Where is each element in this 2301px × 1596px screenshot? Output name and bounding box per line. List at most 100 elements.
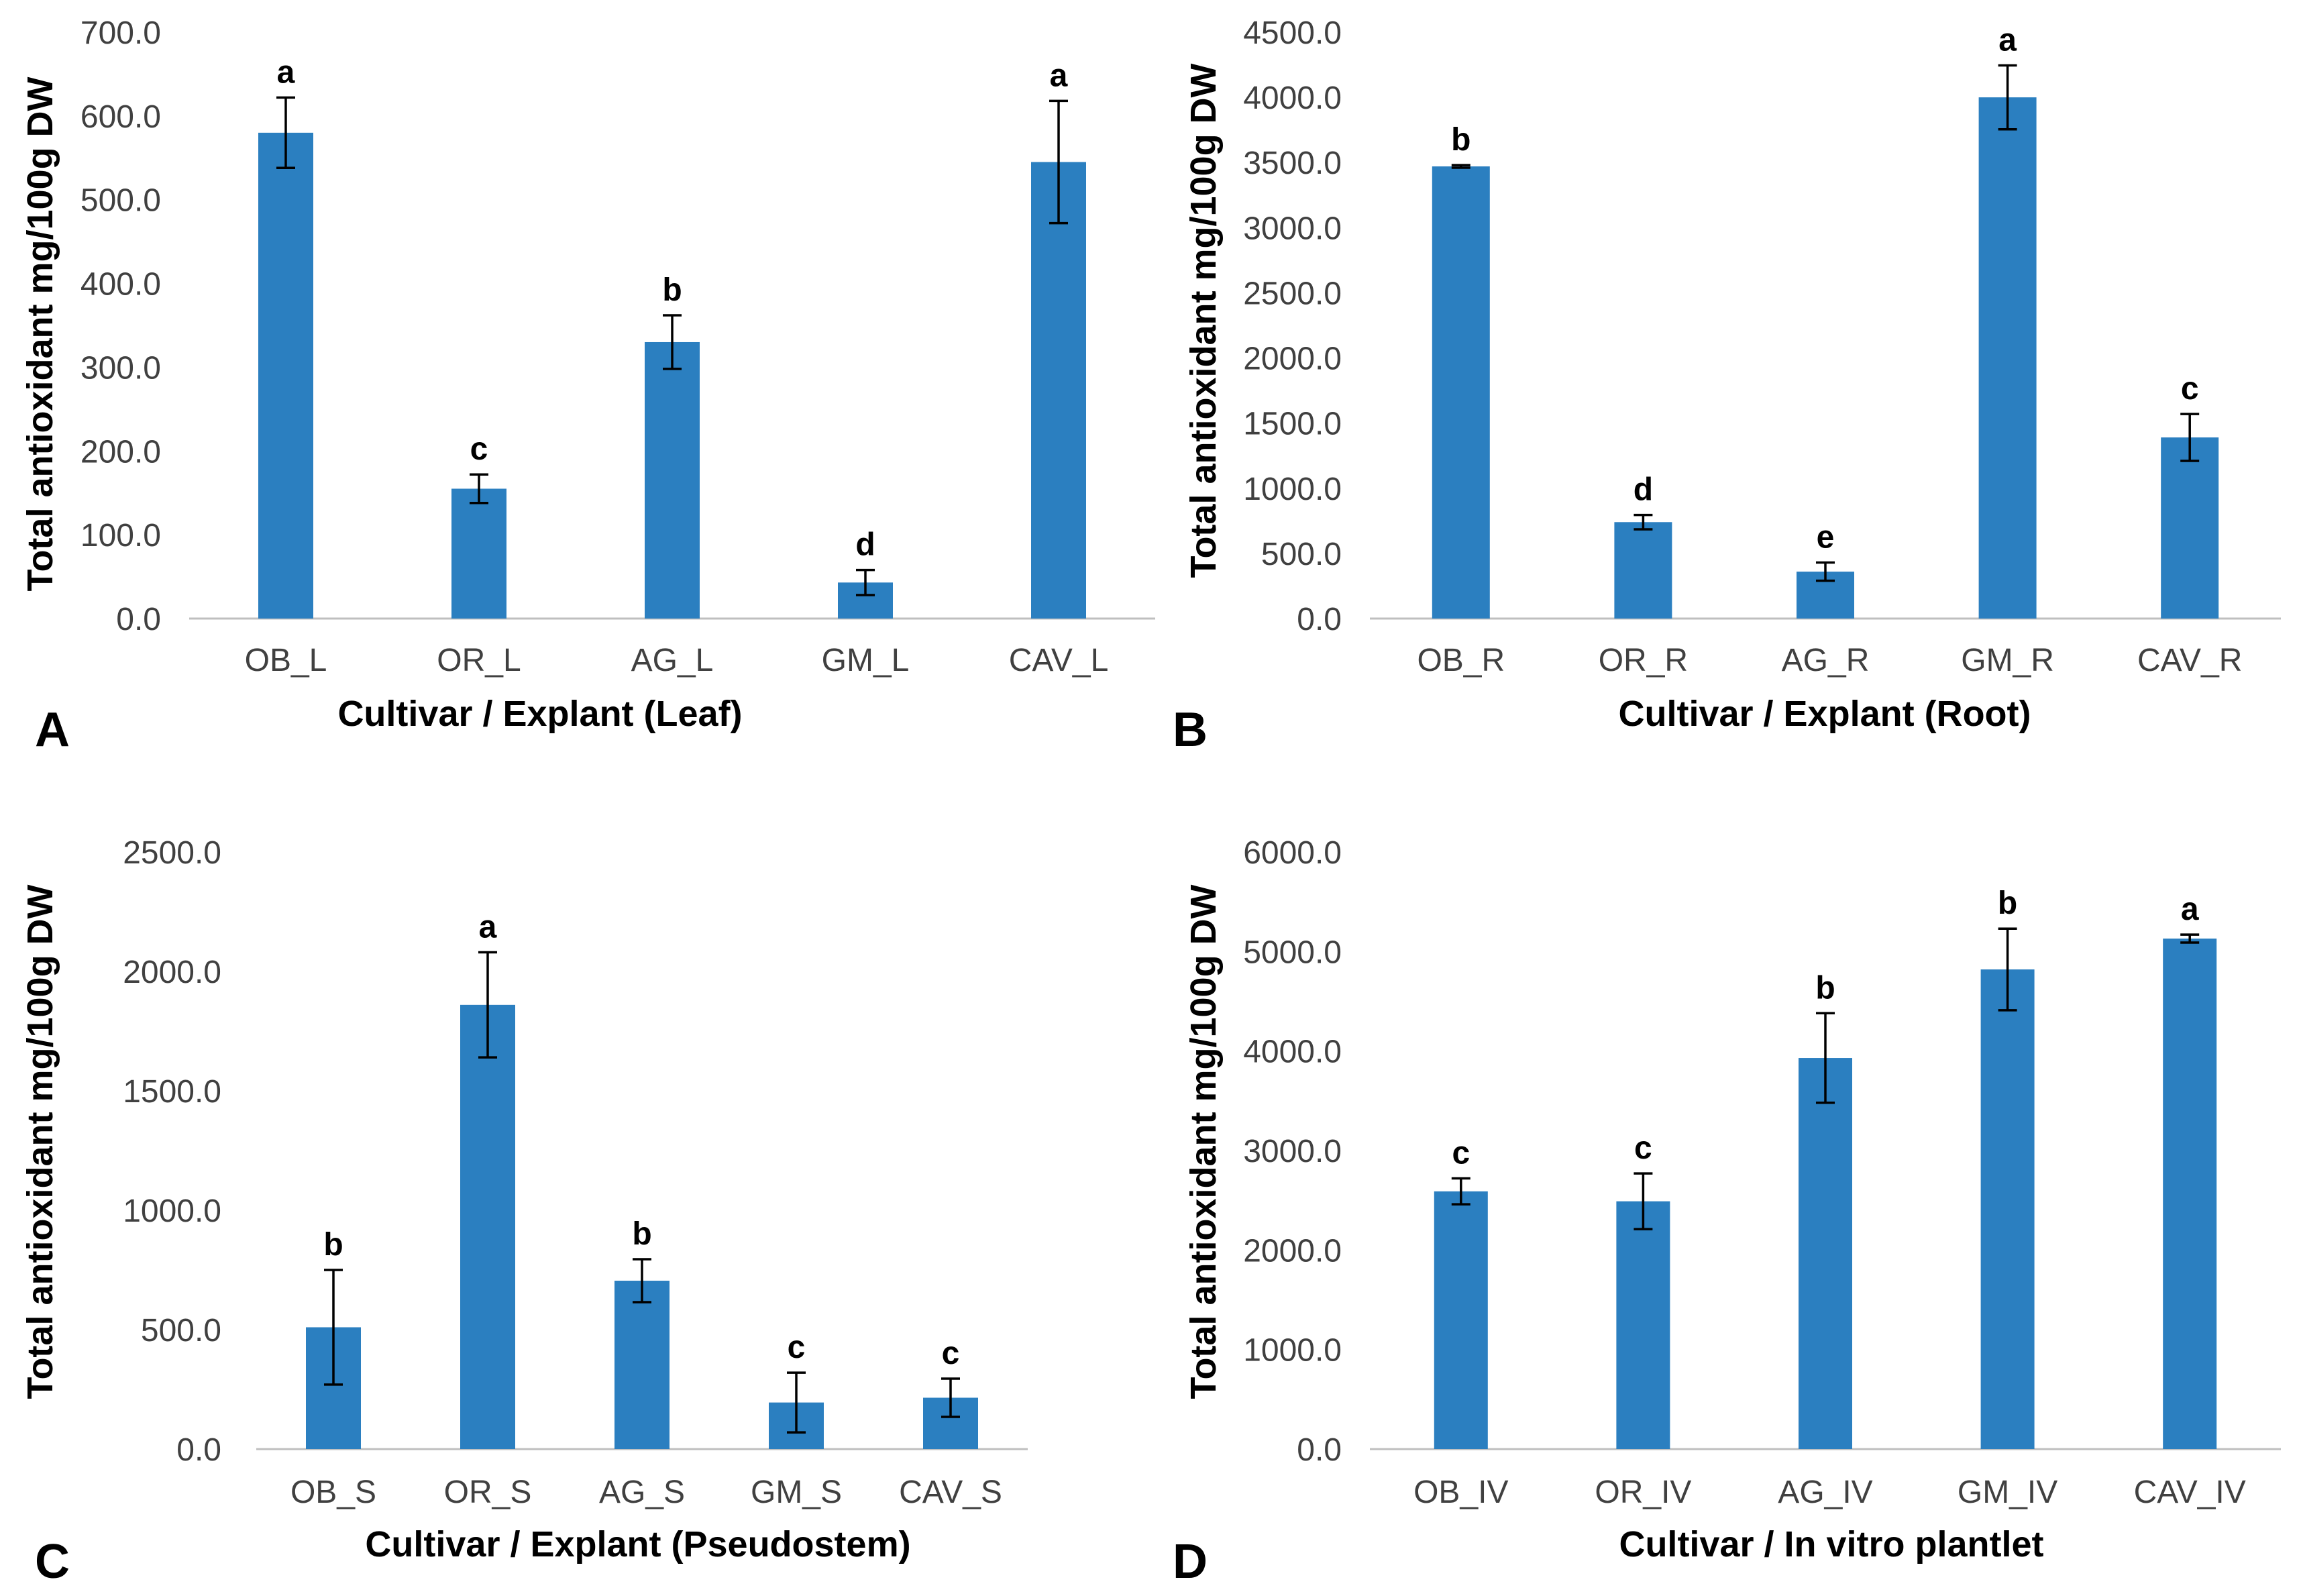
x-tick-label: GM_L <box>822 643 910 678</box>
y-tick-label: 2500.0 <box>1243 276 1342 311</box>
significance-label: b <box>1451 122 1470 158</box>
x-tick-label: AG_IV <box>1778 1475 1872 1510</box>
significance-label: b <box>1998 886 2017 921</box>
significance-label: c <box>470 431 488 467</box>
bar <box>2163 939 2217 1449</box>
x-tick-label: CAV_L <box>1009 643 1109 678</box>
y-axis-title: Total antioxidant mg/100g DW <box>1183 884 1224 1399</box>
panel-a: Total antioxidant mg/100g DW Cultivar / … <box>20 15 1155 757</box>
y-tick-label: 2000.0 <box>1243 1233 1342 1269</box>
error-bar <box>2180 933 2200 944</box>
error-bar <box>1049 99 1068 225</box>
y-tick-label: 500.0 <box>141 1313 221 1348</box>
y-tick-label: 3000.0 <box>1243 211 1342 246</box>
y-tick-label: 0.0 <box>116 602 161 637</box>
bar <box>614 1281 670 1449</box>
x-tick-label: AG_R <box>1782 643 1870 678</box>
y-tick-label: 0.0 <box>176 1432 221 1468</box>
y-tick-label: 1000.0 <box>123 1193 221 1229</box>
error-bar <box>1816 1012 1835 1104</box>
panel-letter: B <box>1173 703 1208 757</box>
y-tick-label: 2000.0 <box>123 955 221 990</box>
bar <box>1434 1191 1488 1449</box>
x-tick-label: GM_IV <box>1958 1475 2057 1510</box>
x-tick-label: CAV_S <box>899 1475 1002 1510</box>
x-tick-label: GM_R <box>1961 643 2054 678</box>
x-tick-label: OB_IV <box>1413 1475 1508 1510</box>
panel-c: Total antioxidant mg/100g DW Cultivar / … <box>20 835 1028 1589</box>
error-bar <box>1634 1172 1653 1230</box>
x-tick-label: OB_R <box>1417 643 1505 678</box>
y-axis-title: Total antioxidant mg/100g DW <box>20 884 60 1399</box>
x-tick-label: CAV_R <box>2137 643 2243 678</box>
y-tick-label: 1500.0 <box>123 1074 221 1110</box>
y-tick-label: 2000.0 <box>1243 341 1342 377</box>
y-tick-label: 3500.0 <box>1243 146 1342 181</box>
panel-letter: A <box>35 703 70 757</box>
x-axis-title: Cultivar / Explant (Root) <box>1618 694 2031 734</box>
panel-letter: C <box>35 1535 70 1589</box>
x-tick-label: GM_S <box>751 1475 842 1510</box>
x-tick-label: AG_S <box>599 1475 685 1510</box>
significance-label: d <box>855 527 875 563</box>
error-bar <box>1634 513 1653 531</box>
panel-letter: D <box>1173 1535 1208 1589</box>
y-axis-title: Total antioxidant mg/100g DW <box>20 76 60 591</box>
significance-label: e <box>1817 519 1835 555</box>
panel-b: Total antioxidant mg/100g DW Cultivar / … <box>1173 15 2281 757</box>
y-tick-label: 4000.0 <box>1243 1034 1342 1070</box>
y-tick-label: 4500.0 <box>1243 15 1342 51</box>
x-tick-label: OB_L <box>245 643 327 678</box>
y-axis-title: Total antioxidant mg/100g DW <box>1183 63 1224 578</box>
bar <box>1978 97 2037 619</box>
error-bar <box>1998 64 2017 131</box>
bar <box>460 1004 515 1449</box>
x-tick-label: AG_L <box>631 643 714 678</box>
bar <box>258 132 313 619</box>
error-bar <box>856 568 875 596</box>
bar <box>1616 1201 1670 1449</box>
error-bar <box>663 314 682 370</box>
error-bar <box>324 1269 343 1386</box>
y-tick-label: 300.0 <box>81 350 161 386</box>
significance-label: b <box>662 272 682 308</box>
error-bar <box>633 1258 651 1304</box>
error-bar <box>276 96 295 170</box>
significance-label: c <box>2181 371 2199 407</box>
y-tick-label: 100.0 <box>81 518 161 553</box>
panel-d: Total antioxidant mg/100g DW Cultivar / … <box>1173 835 2281 1589</box>
y-tick-label: 500.0 <box>81 183 161 219</box>
bar <box>645 341 700 619</box>
y-tick-label: 700.0 <box>81 15 161 51</box>
bar <box>451 488 506 619</box>
significance-label: a <box>1998 23 2017 58</box>
error-bar <box>1816 561 1835 582</box>
error-bar <box>787 1371 806 1434</box>
y-tick-label: 2500.0 <box>123 835 221 871</box>
significance-label: c <box>1634 1130 1652 1166</box>
bar <box>2161 437 2219 619</box>
y-tick-label: 1000.0 <box>1243 472 1342 507</box>
error-bar <box>478 951 497 1059</box>
bar <box>1614 522 1672 619</box>
x-axis-title: Cultivar / In vitro plantlet <box>1619 1524 2043 1564</box>
significance-label: c <box>942 1336 960 1371</box>
significance-label: d <box>1634 472 1653 508</box>
y-tick-label: 5000.0 <box>1243 935 1342 970</box>
error-bar <box>1451 1177 1470 1206</box>
significance-label: a <box>1050 58 1068 93</box>
significance-label: a <box>277 54 295 90</box>
x-axis-title: Cultivar / Explant (Leaf) <box>337 694 742 734</box>
y-tick-label: 6000.0 <box>1243 835 1342 871</box>
y-tick-label: 500.0 <box>1261 537 1342 572</box>
y-tick-label: 1000.0 <box>1243 1333 1342 1369</box>
bar <box>1799 1058 1852 1449</box>
x-tick-label: OB_S <box>290 1475 376 1510</box>
y-tick-label: 3000.0 <box>1243 1134 1342 1169</box>
significance-label: b <box>323 1227 343 1263</box>
x-tick-label: OR_R <box>1599 643 1688 678</box>
y-tick-label: 0.0 <box>1297 1432 1342 1468</box>
bar <box>1980 969 2035 1449</box>
y-tick-label: 1500.0 <box>1243 407 1342 442</box>
